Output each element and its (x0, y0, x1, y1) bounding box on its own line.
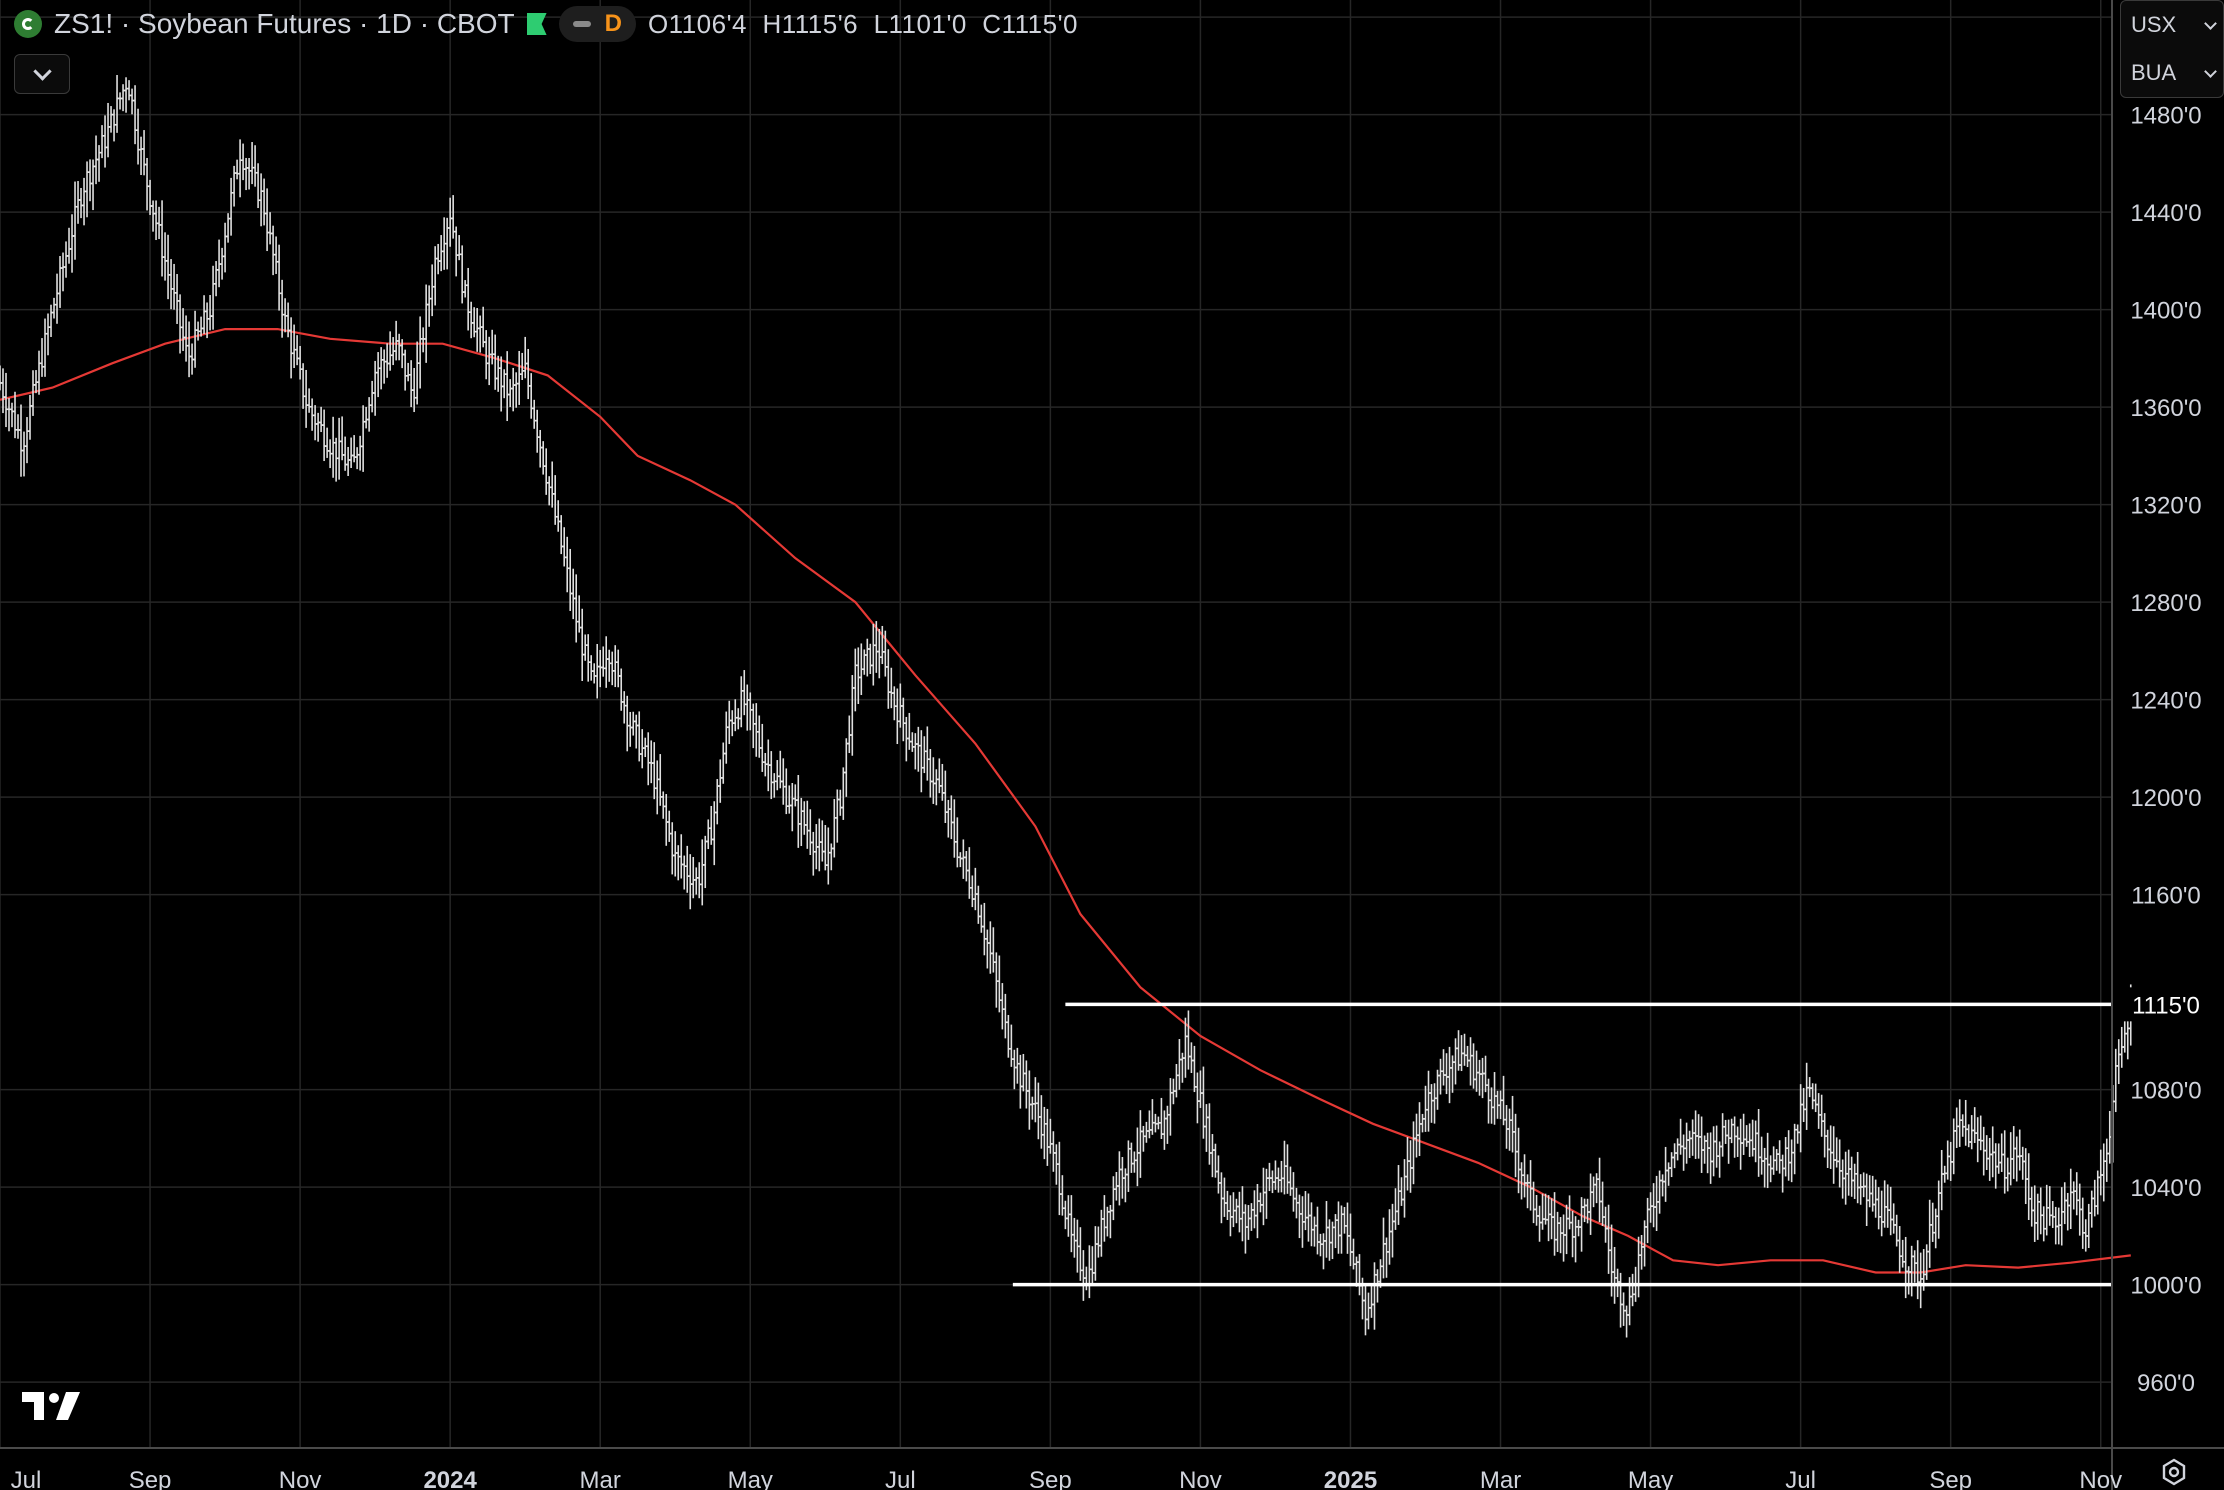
time-tick-label: Jul (885, 1467, 916, 1490)
minus-icon (572, 21, 591, 27)
unit-selector[interactable]: USX BUA (2120, 0, 2224, 98)
time-tick-label: Sep (1929, 1467, 1972, 1490)
settings-icon[interactable] (2160, 1458, 2188, 1486)
price-axis: 1520'01480'01440'01400'01360'01320'01280… (2111, 0, 2222, 1490)
last-price-label: 1115'0 (2132, 992, 2200, 1019)
time-axis: Jul Sep Nov 2024 Mar May Jul Sep Nov 2025 Mar May Ju… (0, 1447, 2224, 1490)
moving-average-line (0, 328, 2131, 1274)
soybean-logo-icon (14, 10, 42, 38)
price-tick-label: 1320'0 (2130, 493, 2201, 520)
currency-select[interactable]: USX (2121, 1, 2223, 49)
chevron-down-icon (2204, 64, 2217, 78)
time-tick-label: Nov (279, 1467, 322, 1490)
price-tick-label: 1480'0 (2130, 103, 2201, 130)
time-tick-label: 2025 (1324, 1467, 1377, 1490)
time-tick-label: Nov (1179, 1467, 1222, 1490)
time-tick-label: Sep (129, 1467, 172, 1490)
symbol-header: ZS1! · Soybean Futures · 1D · CBOT D O11… (14, 4, 1078, 44)
time-tick-label: May (1628, 1467, 1673, 1490)
price-tick-label: 1280'0 (2130, 590, 2201, 617)
price-tick-label: 1200'0 (2130, 785, 2201, 812)
unit-select[interactable]: BUA (2121, 49, 2223, 97)
time-tick-label: Jul (1785, 1467, 1816, 1490)
moving-average-layer (0, 328, 2131, 1274)
time-tick-label: 2024 (423, 1467, 477, 1490)
unit-label: BUA (2131, 60, 2177, 85)
interval-badge: D (604, 10, 622, 37)
price-tick-label: 1080'0 (2130, 1078, 2201, 1105)
flag-icon[interactable] (526, 13, 547, 35)
price-tick-label: 1400'0 (2130, 298, 2201, 325)
time-tick-label: Mar (1480, 1467, 1521, 1490)
chevron-down-icon (32, 61, 52, 81)
currency-label: USX (2131, 12, 2177, 37)
price-tick-label: 1360'0 (2130, 395, 2201, 422)
ohlc-values: O1106'4 H1115'6 L1101'0 C1115'0 (647, 8, 1078, 39)
price-tick-label: 1000'0 (2130, 1273, 2201, 1300)
collapse-legend-button[interactable] (14, 54, 70, 94)
tradingview-logo-icon[interactable] (20, 1388, 84, 1424)
price-tick-label: 1240'0 (2130, 688, 2201, 715)
price-tick-label: 1160'0 (2131, 883, 2201, 910)
time-tick-label: Nov (2079, 1467, 2122, 1490)
last-price-marker (2114, 987, 2222, 1022)
chevron-down-icon (2204, 16, 2217, 30)
time-tick-label: May (728, 1467, 773, 1490)
horizontal-levels-layer (1012, 1002, 2112, 1287)
market-status-pill[interactable]: D (558, 6, 636, 42)
price-tick-label: 960'0 (2137, 1370, 2195, 1397)
symbol-title[interactable]: ZS1! · Soybean Futures · 1D · CBOT (54, 8, 515, 39)
price-bars-layer (0, 75, 2134, 1338)
time-tick-label: Jul (11, 1467, 42, 1490)
time-tick-label: Mar (580, 1467, 621, 1490)
price-tick-label: 1440'0 (2130, 200, 2201, 227)
price-tick-label: 1040'0 (2130, 1175, 2201, 1202)
time-tick-label: Sep (1029, 1467, 1072, 1490)
